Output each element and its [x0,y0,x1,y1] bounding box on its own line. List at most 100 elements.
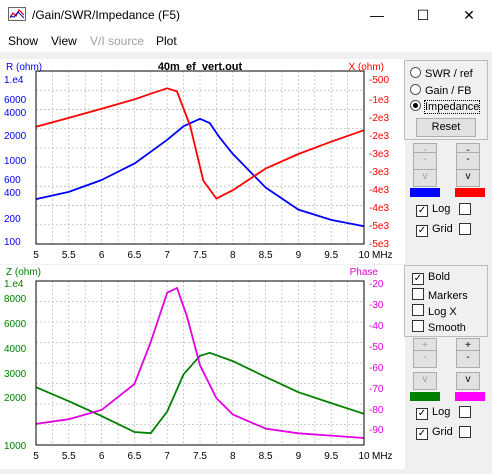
left-tick-label: 1.e4 [4,75,24,86]
top-log2-checkbox[interactable] [459,203,475,217]
left-tick-label: 4000 [4,108,27,119]
bottom-grid-check-icon[interactable]: ✓ [416,428,428,440]
x-tick-label: 6 [99,451,105,462]
menu-view[interactable]: View [51,34,77,48]
left-tick-label: 3000 [4,369,27,380]
right-tick-label: -3e3 [369,149,389,160]
bottom-left-axis-label: Z (ohm) [6,267,41,278]
right-tick-label: -5e3 [369,239,389,250]
top-right-scale-minus[interactable]: - [456,152,480,170]
top-left-axis-label: R (ohm) [6,62,42,73]
bottom-grid2-checkbox[interactable] [459,426,475,440]
right-tick-label: -70 [369,384,384,395]
radio-impedance-button[interactable] [410,100,421,111]
radio-impedance[interactable]: Impedance [410,100,481,114]
bottom-grid2-box[interactable] [459,426,471,438]
bottom-left-color-swatch[interactable] [410,392,440,401]
minimize-button[interactable]: — [354,0,400,30]
radio-gain-label: Gain / FB [425,85,472,97]
reset-button[interactable]: Reset [416,118,476,137]
right-tick-label: -20 [369,279,384,290]
top-left-color-swatch[interactable] [410,188,440,197]
bottom-right-scale-down[interactable]: v [456,372,480,390]
logx-checkbox[interactable]: Log X [412,304,457,318]
right-tick-label: -2e3 [369,131,389,142]
bottom-log2-box[interactable] [459,406,471,418]
x-tick-label: 9.5 [324,451,338,462]
top-log-check-icon[interactable]: ✓ [416,205,428,217]
markers-label: Markers [428,290,468,302]
right-tick-label: -5e3 [369,221,389,232]
minimize-icon: — [370,7,384,23]
left-tick-label: 1000 [4,156,27,167]
x-tick-label: 9 [296,250,302,261]
radio-impedance-label: Impedance [423,100,481,114]
radio-swr[interactable]: SWR / ref [410,67,473,80]
smooth-label: Smooth [428,322,466,334]
top-grid-checkbox[interactable]: ✓ Grid [416,223,453,237]
bottom-left-scale-down[interactable]: v [413,372,437,390]
left-tick-label: 200 [4,214,21,225]
x-tick-label: 7.5 [193,250,207,261]
top-grid-check-icon[interactable]: ✓ [416,225,428,237]
top-left-scale-minus[interactable]: - [413,152,437,170]
top-chart-grid [35,71,365,244]
x-tick-label: 9 [296,451,302,462]
radio-swr-label: SWR / ref [425,68,473,80]
bottom-grid-checkbox[interactable]: ✓ Grid [416,426,453,440]
right-tick-label: -90 [369,425,384,436]
markers-checkbox[interactable]: Markers [412,288,468,302]
smooth-box[interactable] [412,320,424,332]
bottom-right-scale-minus[interactable]: - [456,350,480,368]
top-plot-frame [35,70,365,245]
radio-swr-button[interactable] [410,67,421,78]
top-chart: 40m_ef_vert.out R (ohm) X (ohm) 5 5.5 6 6.5… [4,61,393,261]
radio-gain[interactable]: Gain / FB [410,84,471,97]
menu-vi-source[interactable]: V/I source [90,34,145,48]
series-line-0 [35,117,365,228]
top-right-axis-label: X (ohm) [348,62,384,73]
menu-plot[interactable]: Plot [156,34,177,48]
smooth-checkbox[interactable]: Smooth [412,320,466,334]
close-button[interactable]: ✕ [446,0,492,30]
top-grid2-box[interactable] [459,223,471,235]
window-title: /Gain/SWR/Impedance (F5) [32,8,181,22]
top-left-scale-down[interactable]: v [413,169,437,187]
x-tick-label: 6 [99,250,105,261]
left-tick-label: 8000 [4,294,27,305]
top-log-checkbox[interactable]: ✓ Log [416,203,450,217]
logx-box[interactable] [412,304,424,316]
bottom-plot-frame [35,280,365,446]
bottom-left-scale-minus[interactable]: - [413,350,437,368]
bold-checkbox[interactable]: ✓ Bold [412,271,450,285]
right-tick-label: -80 [369,405,384,416]
x-tick-label: 5 [33,451,39,462]
bold-check-icon[interactable]: ✓ [412,273,424,285]
bottom-log-label: Log [432,406,451,418]
top-log2-box[interactable] [459,203,471,215]
logx-label: Log X [428,306,457,318]
x-tick-label: 10 [358,250,370,261]
series-line-1 [35,287,365,439]
bottom-log2-checkbox[interactable] [459,406,475,420]
top-chart-panel: 40m_ef_vert.out R (ohm) X (ohm) 5 5.5 6 6.5… [0,59,405,264]
bottom-log-check-icon[interactable]: ✓ [416,408,428,420]
bottom-x-unit: MHz [372,451,393,462]
left-tick-label: 2000 [4,393,27,404]
title-bar: /Gain/SWR/Impedance (F5) — ☐ ✕ [0,0,492,30]
series-line-0 [35,351,365,435]
x-tick-label: 5 [33,250,39,261]
markers-box[interactable] [412,288,424,300]
menu-show[interactable]: Show [8,34,39,48]
top-right-color-swatch[interactable] [455,188,485,197]
maximize-button[interactable]: ☐ [400,0,446,30]
right-tick-label: -40 [369,321,384,332]
top-right-scale-down[interactable]: v [456,169,480,187]
series-line-1 [35,87,365,200]
bottom-right-color-swatch[interactable] [455,392,485,401]
right-tick-label: -2e3 [369,113,389,124]
bottom-log-checkbox[interactable]: ✓ Log [416,406,450,420]
radio-gain-button[interactable] [410,84,421,95]
top-grid2-checkbox[interactable] [459,223,475,237]
x-tick-label: 7 [164,451,170,462]
